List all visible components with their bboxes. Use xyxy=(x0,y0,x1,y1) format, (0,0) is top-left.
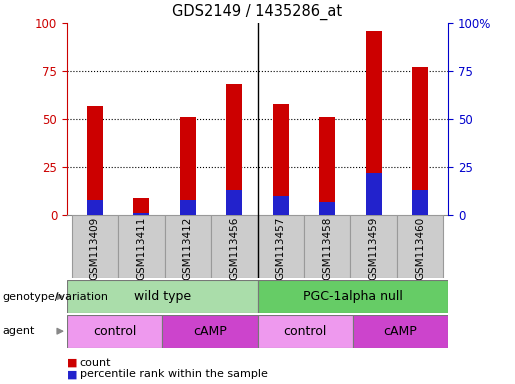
Text: GSM113457: GSM113457 xyxy=(276,216,286,280)
Bar xyxy=(180,200,196,215)
Bar xyxy=(226,190,243,215)
Text: control: control xyxy=(93,325,136,338)
Bar xyxy=(258,215,304,278)
Bar xyxy=(258,280,448,313)
Text: GSM113409: GSM113409 xyxy=(90,216,100,280)
Text: GSM113458: GSM113458 xyxy=(322,216,332,280)
Text: count: count xyxy=(80,358,111,368)
Bar xyxy=(72,215,118,278)
Text: GSM113460: GSM113460 xyxy=(415,216,425,280)
Bar xyxy=(412,67,428,215)
Text: GSM113459: GSM113459 xyxy=(369,216,379,280)
Text: percentile rank within the sample: percentile rank within the sample xyxy=(80,369,268,379)
Bar xyxy=(319,117,335,215)
Bar xyxy=(366,31,382,215)
Bar xyxy=(258,315,353,348)
Text: GSM113412: GSM113412 xyxy=(183,216,193,280)
Bar xyxy=(304,215,350,278)
Text: ■: ■ xyxy=(67,358,77,368)
Bar xyxy=(165,215,211,278)
Bar xyxy=(366,173,382,215)
Bar xyxy=(226,84,243,215)
Bar xyxy=(319,202,335,215)
Bar xyxy=(133,213,149,215)
Text: genotype/variation: genotype/variation xyxy=(3,291,109,302)
Text: control: control xyxy=(283,325,327,338)
Title: GDS2149 / 1435286_at: GDS2149 / 1435286_at xyxy=(173,4,342,20)
Bar xyxy=(180,117,196,215)
Text: PGC-1alpha null: PGC-1alpha null xyxy=(303,290,403,303)
Text: cAMP: cAMP xyxy=(193,325,227,338)
Bar xyxy=(67,280,258,313)
Bar xyxy=(350,215,397,278)
Bar xyxy=(353,315,448,348)
Text: ■: ■ xyxy=(67,369,77,379)
Bar xyxy=(118,215,165,278)
Text: GSM113456: GSM113456 xyxy=(229,216,239,280)
Bar xyxy=(87,106,103,215)
Bar xyxy=(133,198,149,215)
Text: agent: agent xyxy=(3,326,35,336)
Bar xyxy=(211,215,258,278)
Bar xyxy=(272,196,289,215)
Bar xyxy=(67,315,162,348)
Bar xyxy=(272,104,289,215)
Bar xyxy=(87,200,103,215)
Bar xyxy=(412,190,428,215)
Bar xyxy=(162,315,258,348)
Text: cAMP: cAMP xyxy=(384,325,417,338)
Bar xyxy=(397,215,443,278)
Text: GSM113411: GSM113411 xyxy=(136,216,146,280)
Text: wild type: wild type xyxy=(134,290,191,303)
